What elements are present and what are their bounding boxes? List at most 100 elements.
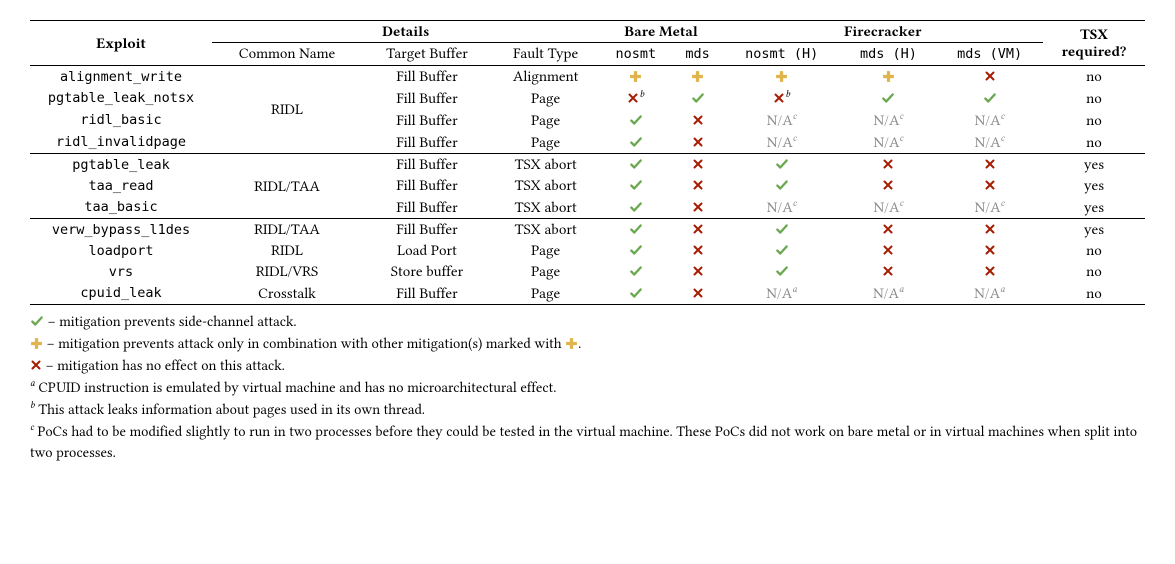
footnote-c-text: PoCs had to be modified slightly to run …: [30, 423, 1137, 461]
cell-bm-nosmt: b: [599, 87, 672, 109]
cell-buffer: Fill Buffer: [362, 66, 492, 88]
cell-fc-mds-h: [841, 175, 936, 196]
th-tsx: TSX required?: [1043, 21, 1145, 66]
footnote-a: a CPUID instruction is emulated by virtu…: [30, 377, 1145, 398]
cell-fc-mds-vm: [936, 219, 1043, 241]
cell-exploit: taa_basic: [30, 196, 212, 219]
cell-fc-mds-vm: [936, 240, 1043, 261]
table-row: alignment_writeRIDLFill BufferAlignmentn…: [30, 66, 1145, 88]
cell-bm-mds: [672, 154, 722, 176]
cell-bm-nosmt: [599, 261, 672, 282]
footnote-b-text: This attack leaks information about page…: [35, 401, 425, 418]
cell-bm-mds: [672, 261, 722, 282]
cell-fc-mds-h: [841, 261, 936, 282]
cell-fc-mds-h: N/Ac: [841, 131, 936, 154]
table-row: ridl_basicFill BufferPageN/AcN/AcN/Acno: [30, 109, 1145, 131]
cell-fault: TSX abort: [492, 154, 599, 176]
cell-bm-mds: [672, 109, 722, 131]
cell-fault: TSX abort: [492, 175, 599, 196]
cell-fc-mds-vm: [936, 261, 1043, 282]
cell-bm-nosmt: [599, 240, 672, 261]
cell-fc-mds-h: [841, 154, 936, 176]
table-row: cpuid_leakCrosstalkFill BufferPageN/AaN/…: [30, 282, 1145, 305]
cell-common: RIDL/TAA: [212, 219, 362, 241]
footnote-cross: – mitigation has no effect on this attac…: [30, 355, 1145, 376]
cell-buffer: Store buffer: [362, 261, 492, 282]
cell-exploit: cpuid_leak: [30, 282, 212, 305]
cell-fault: Page: [492, 109, 599, 131]
cell-fc-mds-vm: N/Aa: [936, 282, 1043, 305]
cell-fc-nosmt: N/Aa: [723, 282, 841, 305]
cell-fc-nosmt: [723, 219, 841, 241]
cell-fc-mds-h: [841, 219, 936, 241]
cell-fc-mds-h: [841, 66, 936, 88]
cell-tsx: no: [1043, 87, 1145, 109]
cell-fc-mds-h: N/Ac: [841, 196, 936, 219]
cell-bm-nosmt: [599, 196, 672, 219]
footnote-check-text: – mitigation prevents side-channel attac…: [44, 313, 297, 330]
exploit-table: Exploit Details Bare Metal Firecracker T…: [30, 20, 1145, 305]
cell-fc-mds-h: N/Aa: [841, 282, 936, 305]
cell-buffer: Fill Buffer: [362, 282, 492, 305]
cell-tsx: no: [1043, 261, 1145, 282]
cell-bm-nosmt: [599, 282, 672, 305]
footnote-cross-text: – mitigation has no effect on this attac…: [42, 357, 285, 374]
cell-bm-nosmt: [599, 109, 672, 131]
cell-fc-nosmt: [723, 240, 841, 261]
cell-fc-mds-vm: [936, 154, 1043, 176]
cell-fc-nosmt: [723, 66, 841, 88]
table-row: loadportRIDLLoad PortPageno: [30, 240, 1145, 261]
cell-exploit: pgtable_leak: [30, 154, 212, 176]
cell-common: RIDL: [212, 66, 362, 154]
cell-fc-nosmt: b: [723, 87, 841, 109]
th-common-name: Common Name: [212, 43, 362, 66]
cell-fc-nosmt: N/Ac: [723, 131, 841, 154]
table-row: pgtable_leakRIDL/TAAFill BufferTSX abort…: [30, 154, 1145, 176]
cell-fc-nosmt: [723, 261, 841, 282]
cell-buffer: Fill Buffer: [362, 87, 492, 109]
cell-bm-mds: [672, 196, 722, 219]
th-nosmt: nosmt: [599, 43, 672, 66]
cell-tsx: yes: [1043, 175, 1145, 196]
footnote-plus-text-post: .: [578, 335, 581, 352]
cell-buffer: Fill Buffer: [362, 109, 492, 131]
footnote-check: – mitigation prevents side-channel attac…: [30, 311, 1145, 332]
cell-fc-mds-vm: [936, 87, 1043, 109]
th-target-buffer: Target Buffer: [362, 43, 492, 66]
th-mds-vm: mds (VM): [936, 43, 1043, 66]
cell-buffer: Fill Buffer: [362, 196, 492, 219]
cell-fault: Alignment: [492, 66, 599, 88]
cell-fault: Page: [492, 261, 599, 282]
th-details: Details: [212, 21, 599, 43]
cell-bm-mds: [672, 175, 722, 196]
cell-exploit: taa_read: [30, 175, 212, 196]
table-row: taa_basicFill BufferTSX abortN/AcN/AcN/A…: [30, 196, 1145, 219]
table-row: ridl_invalidpageFill BufferPageN/AcN/AcN…: [30, 131, 1145, 154]
th-mds-h: mds (H): [841, 43, 936, 66]
cell-fc-mds-h: [841, 87, 936, 109]
cell-exploit: alignment_write: [30, 66, 212, 88]
th-fault-type: Fault Type: [492, 43, 599, 66]
cell-tsx: no: [1043, 66, 1145, 88]
cell-bm-mds: [672, 282, 722, 305]
cell-fc-mds-vm: N/Ac: [936, 109, 1043, 131]
th-firecracker: Firecracker: [723, 21, 1043, 43]
cell-fault: Page: [492, 131, 599, 154]
cell-buffer: Fill Buffer: [362, 175, 492, 196]
th-mds: mds: [672, 43, 722, 66]
cell-buffer: Fill Buffer: [362, 219, 492, 241]
cell-tsx: no: [1043, 240, 1145, 261]
cell-fc-mds-h: N/Ac: [841, 109, 936, 131]
cell-common: RIDL: [212, 240, 362, 261]
cell-buffer: Fill Buffer: [362, 131, 492, 154]
cell-buffer: Load Port: [362, 240, 492, 261]
table-row: vrsRIDL/VRSStore bufferPageno: [30, 261, 1145, 282]
footnote-plus-text-pre: – mitigation prevents attack only in com…: [43, 335, 565, 352]
footnote-a-text: CPUID instruction is emulated by virtual…: [35, 379, 557, 396]
cell-fc-mds-vm: N/Ac: [936, 131, 1043, 154]
cell-fault: Page: [492, 87, 599, 109]
table-row: taa_read Fill BufferTSX abort yes: [30, 175, 1145, 196]
cell-bm-mds: [672, 66, 722, 88]
footnotes: – mitigation prevents side-channel attac…: [30, 311, 1145, 463]
cell-bm-nosmt: [599, 131, 672, 154]
